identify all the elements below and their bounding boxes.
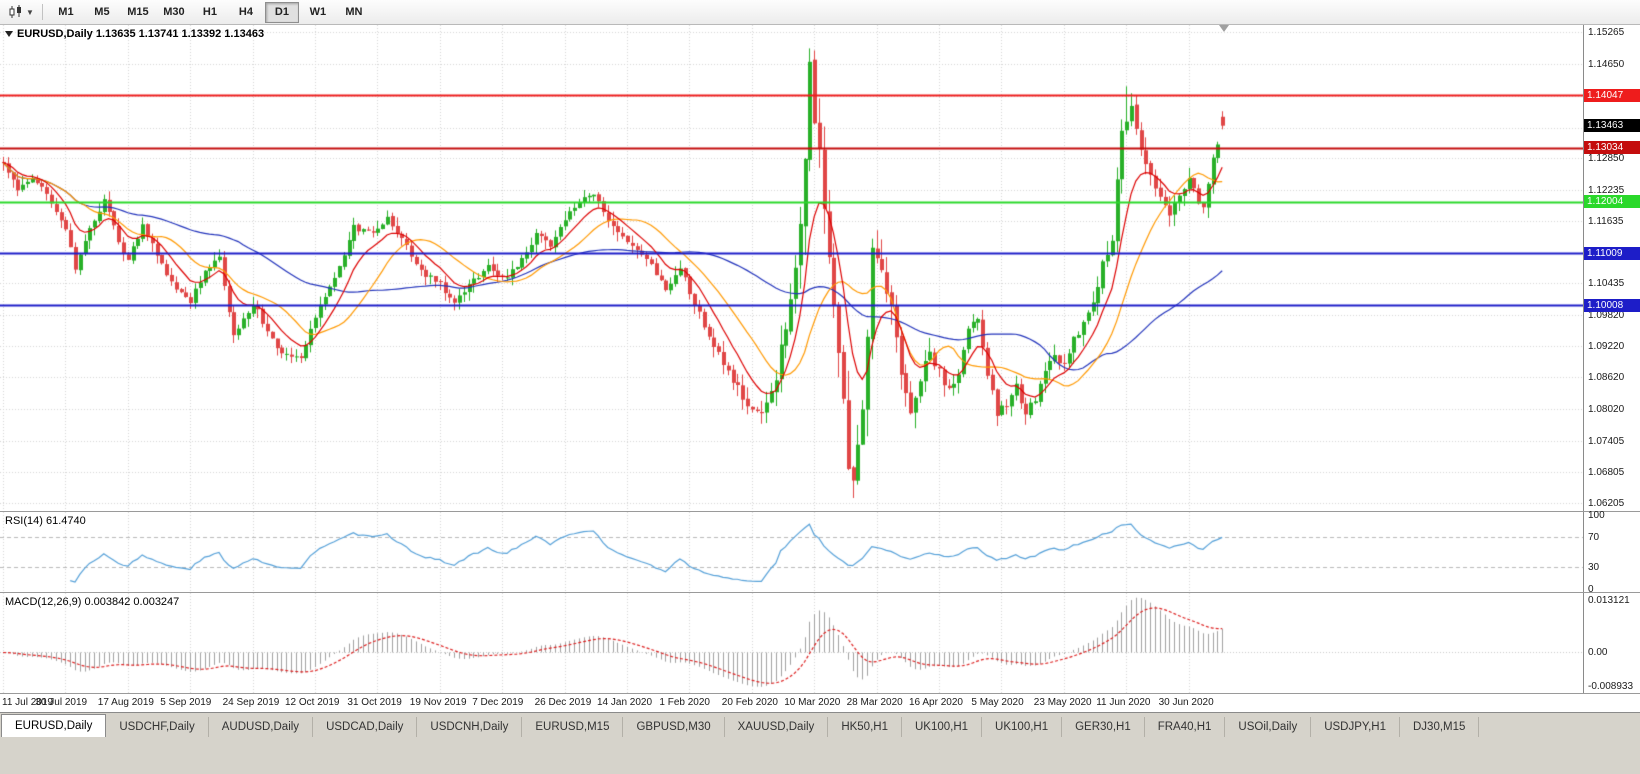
candlestick-chart-icon [9, 5, 21, 18]
macd-axis: 0.013121 0.00 -0.008933 [1583, 593, 1640, 693]
status-strip [0, 737, 1640, 774]
hline-price-tag[interactable]: 1.13034 [1584, 141, 1640, 155]
date-axis-label: 7 Dec 2019 [472, 697, 524, 708]
rsi-canvas[interactable] [0, 512, 1583, 592]
macd-axis-tick: 0.013121 [1588, 595, 1630, 606]
price-axis-tick: 1.06205 [1588, 497, 1625, 509]
date-axis-label: 11 Jul 2019 [2, 697, 53, 708]
chart-tab-eurusd-daily[interactable]: EURUSD,Daily [1, 714, 107, 737]
price-axis-tick: 1.11635 [1588, 215, 1624, 227]
hline-price-tag[interactable]: 1.11009 [1584, 246, 1640, 260]
timeframe-button-m15[interactable]: M15 [127, 6, 149, 18]
timeframe-button-d1[interactable]: D1 [264, 1, 299, 23]
chart-tab-ger30-h1[interactable]: GER30,H1 [1062, 717, 1145, 737]
timeframe-button-m5[interactable]: M5 [94, 6, 110, 18]
chevron-down-icon: ▼ [26, 7, 34, 17]
macd-canvas[interactable] [0, 593, 1583, 693]
date-axis-label: 11 Jun 2020 [1096, 697, 1151, 708]
chart-tab-eurusd-m15[interactable]: EURUSD,M15 [522, 717, 624, 737]
price-chart-canvas[interactable] [0, 25, 1583, 511]
price-axis-tick: 1.06805 [1588, 466, 1625, 478]
price-axis-tick: 1.15265 [1588, 27, 1625, 39]
price-axis-tick: 1.09220 [1588, 341, 1625, 353]
date-axis-label: 30 Jun 2020 [1158, 697, 1214, 708]
date-axis-label: 14 Jan 2020 [597, 697, 653, 708]
date-axis-label: 26 Dec 2019 [534, 697, 592, 708]
date-axis-label: 23 May 2020 [1033, 697, 1092, 708]
chart-tab-usdchf-daily[interactable]: USDCHF,Daily [106, 717, 209, 737]
chart-type-button[interactable]: ▼ [5, 5, 37, 19]
chart-tab-hk50-h1[interactable]: HK50,H1 [828, 717, 902, 737]
hline-price-tag[interactable]: 1.10008 [1584, 298, 1640, 312]
date-axis-label: 16 Apr 2020 [909, 697, 963, 708]
timeframe-button-w1[interactable]: W1 [309, 6, 327, 18]
price-axis-tick: 1.08620 [1588, 372, 1625, 384]
chart-header: EURUSD,Daily 1.13635 1.13741 1.13392 1.1… [5, 28, 264, 40]
chart-tab-audusd-daily[interactable]: AUDUSD,Daily [209, 717, 314, 737]
chart-tab-usoil-daily[interactable]: USOil,Daily [1225, 717, 1312, 737]
chart-tab-uk100-h1[interactable]: UK100,H1 [982, 717, 1063, 737]
date-axis-label: 20 Feb 2020 [721, 697, 778, 708]
timeframe-button-m30[interactable]: M30 [163, 6, 185, 18]
pane-splitter[interactable] [0, 592, 1640, 593]
macd-indicator-pane: MACD(12,26,9) 0.003842 0.003247 0.013121… [0, 593, 1640, 693]
date-axis-label: 12 Oct 2019 [285, 697, 340, 708]
date-axis-label: 10 Mar 2020 [784, 697, 841, 708]
price-axis[interactable]: 1.152651.146501.140351.134201.128501.122… [1583, 25, 1640, 511]
hline-price-tag[interactable]: 1.14047 [1584, 88, 1640, 102]
date-axis-label: 24 Sep 2019 [222, 697, 280, 708]
chart-tab-usdcad-daily[interactable]: USDCAD,Daily [313, 717, 418, 737]
rsi-axis-tick: 30 [1588, 561, 1600, 573]
timeframe-buttons: M1 M5 M15 M30 H1 H4 D1 W1 MN [48, 1, 372, 23]
price-axis-tick: 1.14650 [1588, 58, 1625, 70]
price-axis-tick: 1.12235 [1588, 184, 1625, 196]
date-axis-label: 17 Aug 2019 [97, 697, 154, 708]
timeframe-button-h4[interactable]: H4 [238, 6, 253, 18]
pane-splitter[interactable] [0, 511, 1640, 512]
macd-label: MACD(12,26,9) 0.003842 0.003247 [5, 596, 180, 608]
date-axis-label: 31 Oct 2019 [347, 697, 402, 708]
hline-price-tag[interactable]: 1.12004 [1584, 195, 1640, 209]
macd-axis-tick: 0.00 [1588, 647, 1608, 659]
date-axis-label: 5 Sep 2019 [160, 697, 212, 708]
current-price-tag: 1.13463 [1584, 119, 1640, 133]
date-axis-label: 30 Jul 2019 [35, 697, 88, 708]
date-axis-label: 19 Nov 2019 [409, 697, 467, 708]
price-axis-tick: 1.12850 [1588, 152, 1625, 164]
chart-tab-dj30-m15[interactable]: DJ30,M15 [1400, 717, 1480, 737]
chart-tab-fra40-h1[interactable]: FRA40,H1 [1145, 717, 1226, 737]
price-axis-tick: 1.09820 [1588, 310, 1625, 322]
rsi-label: RSI(14) 61.4740 [5, 515, 86, 527]
price-axis-tick: 1.08020 [1588, 403, 1625, 415]
chart-tab-gbpusd-m30[interactable]: GBPUSD,M30 [623, 717, 725, 737]
chart-tab-xauusd-daily[interactable]: XAUUSD,Daily [725, 717, 829, 737]
price-axis-tick: 1.07405 [1588, 435, 1625, 447]
toolbar-separator [41, 4, 43, 20]
timeframe-button-mn[interactable]: MN [345, 6, 363, 18]
rsi-axis-tick: 0 [1588, 584, 1594, 595]
chart-tab-bar: EURUSD,Daily USDCHF,Daily AUDUSD,Daily USDC… [0, 712, 1640, 737]
symbol-dropdown-icon[interactable] [5, 31, 13, 37]
chart-header-text: EURUSD,Daily 1.13635 1.13741 1.13392 1.1… [17, 28, 265, 40]
date-axis[interactable]: 11 Jul 2019 30 Jul 2019 17 Aug 2019 5 Sep 2… [0, 693, 1640, 712]
timeframe-button-m1[interactable]: M1 [58, 6, 74, 18]
rsi-axis: 100 70 30 0 [1583, 510, 1640, 595]
timeframe-button-h1[interactable]: H1 [202, 6, 217, 18]
rsi-axis-tick: 70 [1588, 532, 1600, 544]
chart-shift-marker[interactable] [1219, 25, 1229, 32]
chart-tab-usdjpy-h1[interactable]: USDJPY,H1 [1311, 717, 1400, 737]
date-axis-label: 28 Mar 2020 [846, 697, 903, 708]
rsi-indicator-pane: RSI(14) 61.4740 100 70 30 0 [0, 510, 1640, 595]
chart-tab-uk100-h1[interactable]: UK100,H1 [902, 717, 983, 737]
price-chart-pane: EURUSD,Daily 1.13635 1.13741 1.13392 1.1… [0, 25, 1640, 511]
date-axis-label: 5 May 2020 [971, 697, 1024, 708]
chart-tab-usdcnh-daily[interactable]: USDCNH,Daily [417, 717, 523, 737]
date-axis-label: 1 Feb 2020 [659, 697, 710, 708]
timeframe-toolbar: ▼ M1 M5 M15 M30 H1 H4 D1 W1 MN [0, 0, 1640, 25]
price-axis-tick: 1.10435 [1588, 278, 1625, 290]
rsi-axis-tick: 100 [1588, 510, 1605, 521]
macd-axis-tick: -0.008933 [1588, 681, 1634, 692]
